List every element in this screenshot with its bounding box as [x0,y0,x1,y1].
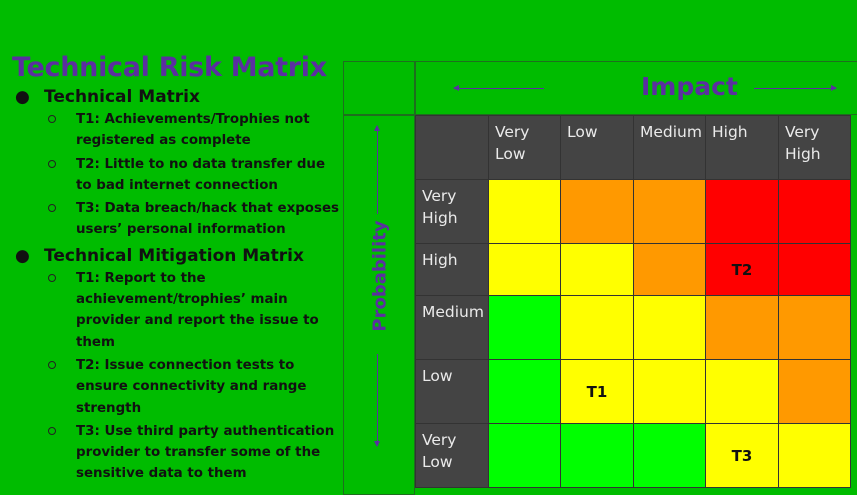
risk-cell [705,359,779,424]
risk-cell [778,359,851,424]
sub-list: T1: Report to the achievement/trophies’ … [14,268,342,485]
risk-cell [778,423,851,488]
hollow-bullet-icon [48,204,56,213]
arrow-down-icon [374,354,380,447]
header-corner-cell [415,115,489,180]
probability-level-header: High [415,243,489,296]
risk-cell [705,179,779,244]
section-heading-text: Technical Mitigation Matrix [44,245,304,266]
section-heading: ● Technical Mitigation Matrix [14,245,342,267]
risk-cell [633,179,706,244]
risk-cell [705,295,779,360]
risk-cell [488,359,561,424]
impact-level-header: Very Low [488,115,561,180]
risk-cell [488,179,561,244]
probability-level-header: Very Low [415,423,489,488]
list-item: T2: Issue connection tests to ensure con… [14,355,342,419]
risk-cell [488,243,561,296]
risk-cell [633,243,706,296]
list-item: T3: Data breach/hack that exposes users’… [14,198,342,241]
risk-cell: T1 [560,359,634,424]
list-item: T3: Use third party authentication provi… [14,421,342,485]
risk-cell [488,423,561,488]
risk-cell [560,243,634,296]
risk-cell [778,243,851,296]
risk-cell [560,295,634,360]
list-item-text: T1: Report to the achievement/trophies’ … [76,270,319,350]
impact-level-header: Medium [633,115,706,180]
probability-level-header: Medium [415,295,489,360]
list-item: T2: Little to no data transfer due to ba… [14,154,342,197]
section-heading-text: Technical Matrix [44,87,200,107]
risk-cell: T2 [705,243,779,296]
impact-axis-label: Impact [641,72,738,101]
hollow-bullet-icon [48,426,56,435]
risk-cell [560,179,634,244]
bullet-list: ● Technical Matrix T1: Achievements/Troph… [14,86,342,489]
probability-axis-label: Probability [369,220,391,332]
list-item-text: T1: Achievements/Trophies not registered… [76,112,310,149]
hollow-bullet-icon [48,360,56,369]
list-item-text: T2: Little to no data transfer due to ba… [76,156,326,193]
risk-cell: T3 [705,423,779,488]
section-heading: ● Technical Matrix [14,86,342,108]
list-item-text: T3: Use third party authentication provi… [76,423,335,482]
impact-level-header: Very High [778,115,851,180]
hollow-bullet-icon [48,273,56,282]
arrow-up-icon [374,125,380,214]
probability-level-header: Very High [415,179,489,244]
impact-level-header: High [705,115,779,180]
list-item-text: T3: Data breach/hack that exposes users’… [76,201,340,238]
bullet-dot-icon: ● [15,245,30,266]
impact-header: Impact [415,61,857,115]
impact-level-header: Low [560,115,634,180]
list-item: T1: Achievements/Trophies not registered… [14,109,342,152]
list-item: T1: Report to the achievement/trophies’ … [14,268,342,353]
risk-cell [633,295,706,360]
arrow-left-icon [453,85,544,91]
matrix-grid: Very Low Low Medium High Very High Very High H… [415,115,851,488]
risk-matrix: Impact Probability Very Low Low Medium High… [343,61,857,495]
sub-list: T1: Achievements/Trophies not registered… [14,109,342,241]
matrix-corner [343,61,415,115]
risk-cell [778,295,851,360]
hollow-bullet-icon [48,159,56,168]
probability-level-header: Low [415,359,489,424]
slide-title: Technical Risk Matrix [12,52,327,83]
bullet-dot-icon: ● [15,87,30,107]
probability-header: Probability [343,115,415,495]
hollow-bullet-icon [48,115,56,123]
risk-cell [488,295,561,360]
list-item-text: T2: Issue connection tests to ensure con… [76,357,307,416]
risk-cell [633,359,706,424]
risk-cell [778,179,851,244]
arrow-right-icon [754,85,837,91]
